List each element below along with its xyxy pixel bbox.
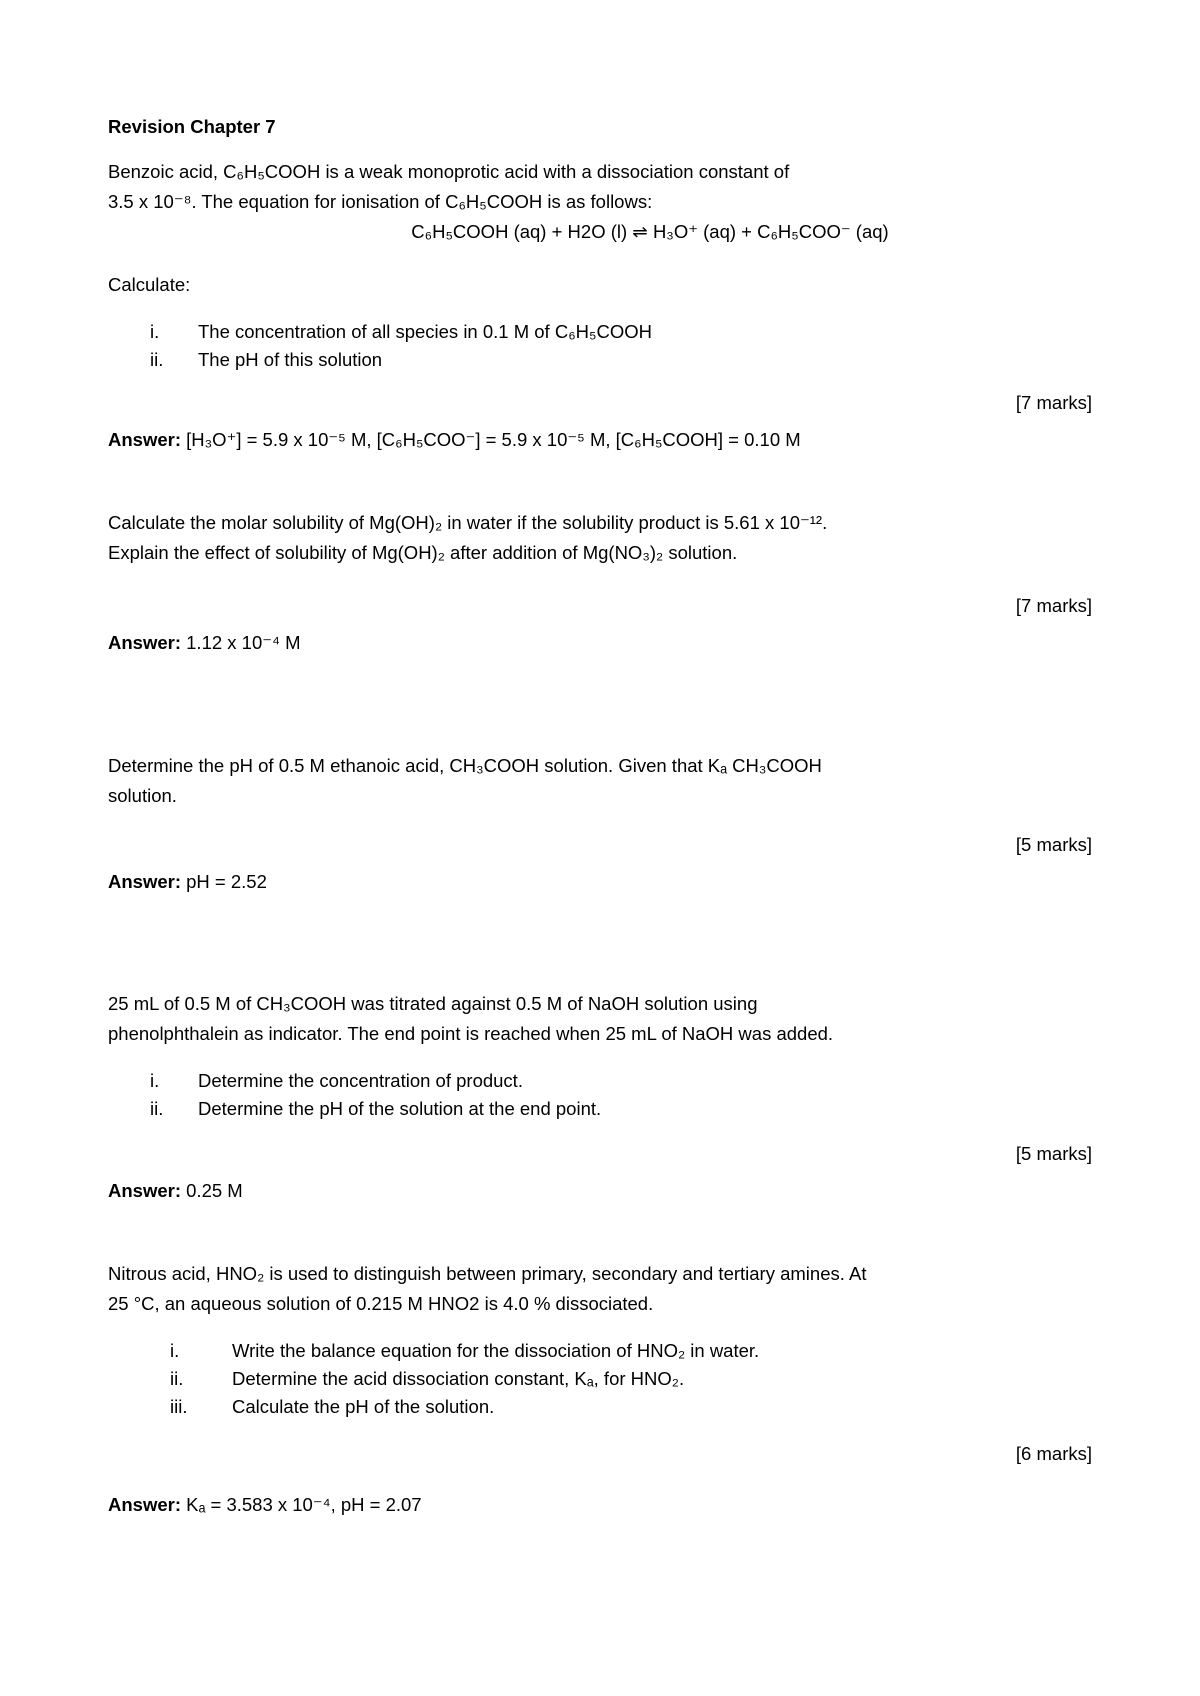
q5-answer: Answer: Kₐ = 3.583 x 10⁻⁴, pH = 2.07 [108,1493,1092,1518]
q5-item-1: i. Write the balance equation for the di… [108,1339,1092,1364]
q2-line1: Calculate the molar solubility of Mg(OH)… [108,511,1092,536]
document-page: Revision Chapter 7 Benzoic acid, C₆H₅COO… [0,0,1200,1618]
q5-answer-value: Kₐ = 3.583 x 10⁻⁴, pH = 2.07 [186,1494,421,1515]
list-marker: ii. [108,1367,232,1392]
q2-line2: Explain the effect of solubility of Mg(O… [108,541,1092,566]
q4-item-2-text: Determine the pH of the solution at the … [198,1097,1092,1122]
page-title: Revision Chapter 7 [108,115,1092,140]
answer-label: Answer: [108,632,181,653]
q1-answer-value: [H₃O⁺] = 5.9 x 10⁻⁵ M, [C₆H₅COO⁻] = 5.9 … [186,429,801,450]
q1-marks: [7 marks] [108,391,1092,416]
question-1: Benzoic acid, C₆H₅COOH is a weak monopro… [108,160,1092,453]
answer-label: Answer: [108,871,181,892]
q5-item-3-text: Calculate the pH of the solution. [232,1395,1092,1420]
q1-item-2-text: The pH of this solution [198,348,1092,373]
answer-label: Answer: [108,1180,181,1201]
section-gap [108,453,1092,511]
q2-answer-value: 1.12 x 10⁻⁴ M [186,632,300,653]
q3-marks: [5 marks] [108,833,1092,858]
q4-item-1: i. Determine the concentration of produc… [108,1069,1092,1094]
q1-item-2: ii. The pH of this solution [108,348,1092,373]
q5-item-2: ii. Determine the acid dissociation cons… [108,1367,1092,1392]
q5-item-1-text: Write the balance equation for the disso… [232,1339,1092,1364]
question-3: Determine the pH of 0.5 M ethanoic acid,… [108,754,1092,895]
q1-intro-line1: Benzoic acid, C₆H₅COOH is a weak monopro… [108,160,1092,185]
q4-item-2: ii. Determine the pH of the solution at … [108,1097,1092,1122]
q4-answer: Answer: 0.25 M [108,1179,1092,1204]
q1-equation: C₆H₅COOH (aq) + H2O (l) ⇌ H₃O⁺ (aq) + C₆… [108,220,1092,245]
answer-label: Answer: [108,429,181,450]
question-5: Nitrous acid, HNO₂ is used to distinguis… [108,1262,1092,1518]
section-gap [108,656,1092,754]
q1-answer: Answer: [H₃O⁺] = 5.9 x 10⁻⁵ M, [C₆H₅COO⁻… [108,428,1092,453]
q1-item-1-text: The concentration of all species in 0.1 … [198,320,1092,345]
q2-marks: [7 marks] [108,594,1092,619]
list-marker: iii. [108,1395,232,1420]
q5-line2: 25 °C, an aqueous solution of 0.215 M HN… [108,1292,1092,1317]
answer-label: Answer: [108,1494,181,1515]
q4-line2: phenolphthalein as indicator. The end po… [108,1022,1092,1047]
list-marker: ii. [108,348,198,373]
q1-calculate-label: Calculate: [108,273,1092,298]
q5-item-3: iii. Calculate the pH of the solution. [108,1395,1092,1420]
q1-intro-line2: 3.5 x 10⁻⁸. The equation for ionisation … [108,190,1092,215]
section-gap [108,1204,1092,1262]
q3-answer: Answer: pH = 2.52 [108,870,1092,895]
q3-answer-value: pH = 2.52 [186,871,267,892]
q4-line1: 25 mL of 0.5 M of CH₃COOH was titrated a… [108,992,1092,1017]
q1-item-1: i. The concentration of all species in 0… [108,320,1092,345]
q4-item-1-text: Determine the concentration of product. [198,1069,1092,1094]
list-marker: ii. [108,1097,198,1122]
q4-marks: [5 marks] [108,1142,1092,1167]
list-marker: i. [108,320,198,345]
q5-marks: [6 marks] [108,1442,1092,1467]
question-4: 25 mL of 0.5 M of CH₃COOH was titrated a… [108,992,1092,1204]
q4-answer-value: 0.25 M [186,1180,243,1201]
q3-line2: solution. [108,784,1092,809]
question-2: Calculate the molar solubility of Mg(OH)… [108,511,1092,656]
q5-line1: Nitrous acid, HNO₂ is used to distinguis… [108,1262,1092,1287]
q5-item-2-text: Determine the acid dissociation constant… [232,1367,1092,1392]
q2-answer: Answer: 1.12 x 10⁻⁴ M [108,631,1092,656]
section-gap [108,894,1092,992]
list-marker: i. [108,1339,232,1364]
list-marker: i. [108,1069,198,1094]
q3-line1: Determine the pH of 0.5 M ethanoic acid,… [108,754,1092,779]
